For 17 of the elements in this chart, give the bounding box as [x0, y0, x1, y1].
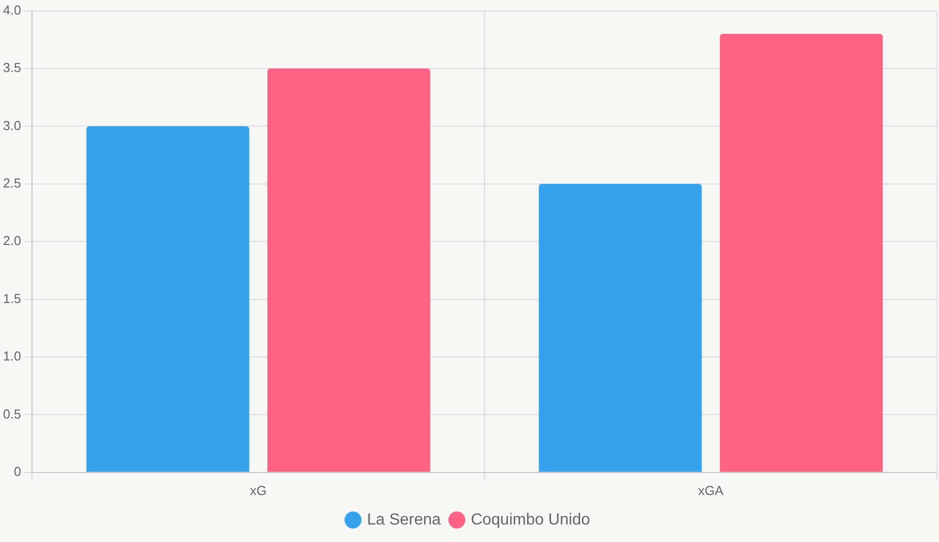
y-tick-label: 2.0 [2, 233, 22, 248]
legend-label: La Serena [366, 511, 441, 528]
x-tick-label: xG [250, 482, 267, 498]
y-tick-label: 2.5 [2, 175, 22, 190]
bar [267, 68, 430, 472]
y-tick-label: 0.5 [2, 406, 22, 422]
y-tick-label: 1.5 [2, 290, 22, 306]
bar [538, 184, 702, 472]
y-tick-label: 4.0 [2, 2, 22, 18]
y-tick-label: 0 [14, 464, 22, 479]
bar [720, 34, 883, 472]
y-tick-label: 3.0 [2, 118, 22, 133]
legend-label: Coquimbo Unido [470, 511, 590, 528]
y-tick-label: 1.0 [2, 348, 22, 364]
x-tick-label: xGA [698, 482, 724, 498]
bar [86, 126, 250, 472]
y-tick-label: 3.5 [2, 60, 22, 76]
